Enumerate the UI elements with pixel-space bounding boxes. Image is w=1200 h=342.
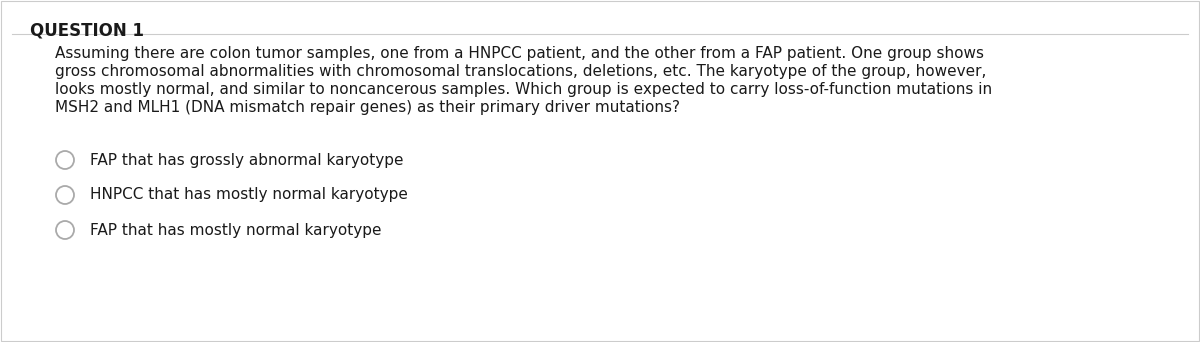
Text: gross chromosomal abnormalities with chromosomal translocations, deletions, etc.: gross chromosomal abnormalities with chr… bbox=[55, 64, 986, 79]
Text: QUESTION 1: QUESTION 1 bbox=[30, 22, 144, 40]
Text: FAP that has grossly abnormal karyotype: FAP that has grossly abnormal karyotype bbox=[90, 153, 403, 168]
Text: HNPCC that has mostly normal karyotype: HNPCC that has mostly normal karyotype bbox=[90, 187, 408, 202]
Text: looks mostly normal, and similar to noncancerous samples. Which group is expecte: looks mostly normal, and similar to nonc… bbox=[55, 82, 992, 97]
Text: Assuming there are colon tumor samples, one from a HNPCC patient, and the other : Assuming there are colon tumor samples, … bbox=[55, 46, 984, 61]
Text: MSH2 and MLH1 (DNA mismatch repair genes) as their primary driver mutations?: MSH2 and MLH1 (DNA mismatch repair genes… bbox=[55, 100, 680, 115]
Text: FAP that has mostly normal karyotype: FAP that has mostly normal karyotype bbox=[90, 223, 382, 237]
